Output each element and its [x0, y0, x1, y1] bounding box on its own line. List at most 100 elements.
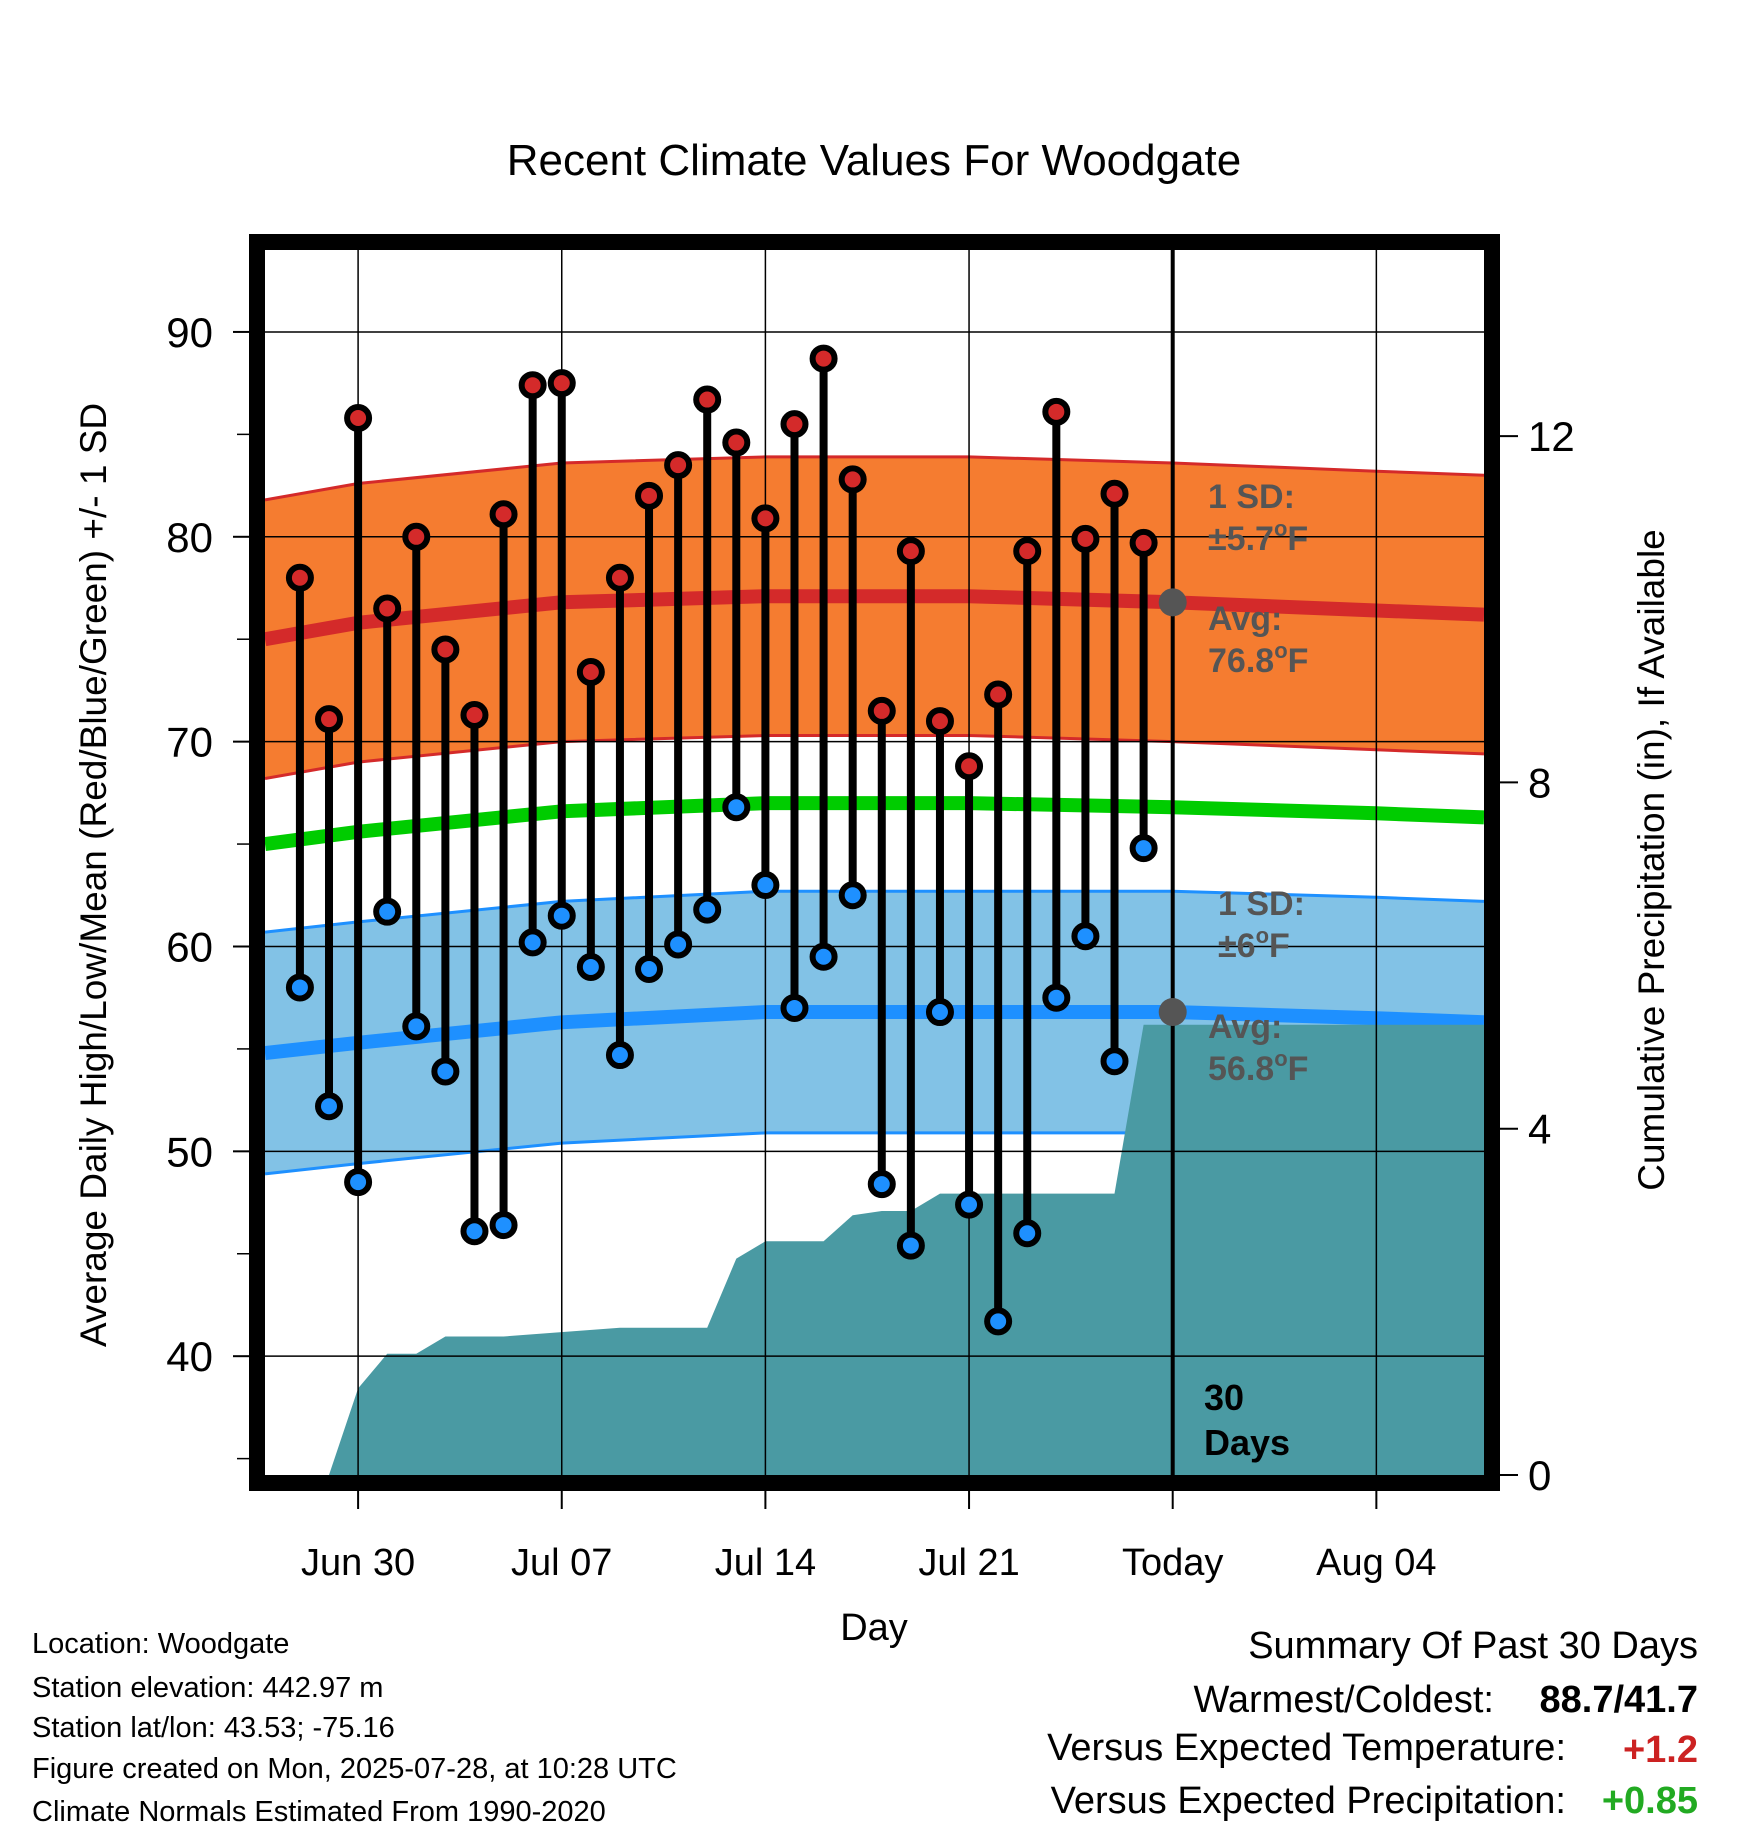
daily-low-dot: [285, 973, 314, 1002]
y-tick-label: 50: [166, 1128, 213, 1175]
summary-warm-cold-value: 88.7/41.7: [1540, 1679, 1698, 1721]
daily-high-dot: [722, 428, 751, 457]
daily-high-dot: [751, 504, 780, 533]
daily-low-dot: [576, 952, 605, 981]
daily-low-dot: [925, 998, 954, 1027]
x-tick-label: Jun 30: [301, 1542, 415, 1584]
daily-low-dot: [489, 1211, 518, 1240]
y2-axis-label: Cumulative Precipitation (in), If Availa…: [1631, 529, 1672, 1191]
daily-high-dot: [1071, 524, 1100, 553]
daily-high-dot: [431, 635, 460, 664]
daily-low-dot: [315, 1092, 344, 1121]
daily-high-dot: [896, 537, 925, 566]
daily-low-dot: [664, 930, 693, 959]
daily-high-dot: [315, 705, 344, 734]
y-tick-label: 40: [166, 1333, 213, 1380]
x-tick-label: Jul 14: [715, 1542, 816, 1584]
daily-high-dot: [780, 410, 809, 439]
daily-low-dot: [547, 901, 576, 930]
summary-temp-label: Versus Expected Temperature:: [1047, 1727, 1566, 1769]
daily-high-dot: [460, 701, 489, 730]
high-avg-value: 76.8oF: [1208, 638, 1308, 680]
summary-warm-cold-label: Warmest/Coldest:: [1193, 1679, 1494, 1721]
high-sd-title: 1 SD:: [1208, 478, 1295, 516]
grid: [265, 250, 1484, 1475]
daily-high-dot: [402, 522, 431, 551]
daily-high-dot: [1013, 537, 1042, 566]
daily-low-dot: [896, 1231, 925, 1260]
footer-created: Figure created on Mon, 2025-07-28, at 10…: [32, 1753, 677, 1785]
y-tick-label: 70: [166, 719, 213, 766]
period-number: 30: [1204, 1377, 1244, 1418]
daily-high-dot: [664, 451, 693, 480]
x-tick-label: Jul 21: [918, 1542, 1019, 1584]
daily-low-dot: [1071, 922, 1100, 951]
y-tick-label: 60: [166, 923, 213, 970]
daily-low-dot: [518, 928, 547, 957]
daily-low-dot: [635, 955, 664, 984]
daily-high-dot: [809, 344, 838, 373]
daily-high-dot: [518, 371, 547, 400]
low-avg-value: 56.8oF: [1208, 1046, 1308, 1088]
period-unit: Days: [1204, 1422, 1290, 1463]
daily-low-dot: [1042, 983, 1071, 1012]
daily-high-dot: [984, 680, 1013, 709]
daily-high-dot: [1100, 479, 1129, 508]
daily-low-dot: [373, 897, 402, 926]
daily-low-dot: [867, 1170, 896, 1199]
daily-low-dot: [1100, 1047, 1129, 1076]
daily-low-dot: [955, 1190, 984, 1219]
footer-location: Location: Woodgate: [32, 1628, 289, 1660]
daily-high-dot: [344, 403, 373, 432]
high-avg-title: Avg:: [1208, 600, 1282, 638]
daily-low-dot: [780, 993, 809, 1022]
summary-temp-value: +1.2: [1623, 1729, 1698, 1771]
daily-low-dot: [402, 1012, 431, 1041]
y-tick-label: 80: [166, 514, 213, 561]
summary-title: Summary Of Past 30 Days: [1248, 1625, 1698, 1667]
daily-high-dot: [693, 385, 722, 414]
high-avg-today-dot: [1158, 588, 1187, 617]
footer-latlon: Station lat/lon: 43.53; -75.16: [32, 1712, 395, 1744]
high-band-upper-edge: [265, 455, 1484, 502]
daily-high-dot: [547, 369, 576, 398]
daily-high-dot: [635, 481, 664, 510]
plot-frame: [249, 234, 1500, 1491]
low-sd-title: 1 SD:: [1218, 885, 1305, 923]
x-axis-label: Day: [840, 1607, 908, 1649]
daily-high-dot: [955, 752, 984, 781]
mean-avg-line: [265, 796, 1484, 852]
daily-low-dot: [693, 895, 722, 924]
daily-high-dot: [925, 707, 954, 736]
summary-precip-label: Versus Expected Precipitation:: [1051, 1780, 1566, 1822]
x-tick-label: Today: [1122, 1542, 1223, 1584]
daily-low-dot: [431, 1057, 460, 1086]
daily-high-dot: [373, 594, 402, 623]
daily-low-dot: [984, 1307, 1013, 1336]
low-avg-title: Avg:: [1208, 1008, 1282, 1046]
low-sd-value: ±6oF: [1218, 923, 1290, 965]
axes: 40 50 60 70 80 90 0 4 8 12 Jun 30 Jul 07 Jul 14 Jul 2…: [166, 234, 1575, 1584]
daily-low-dot: [722, 793, 751, 822]
x-tick-label: Aug 04: [1316, 1542, 1436, 1584]
daily-low-dot: [751, 871, 780, 900]
high-sd-value: ±5.7oF: [1208, 516, 1308, 558]
footer-elevation: Station elevation: 442.97 m: [32, 1672, 383, 1704]
daily-low-dot: [605, 1041, 634, 1070]
footer-normals: Climate Normals Estimated From 1990-2020: [32, 1796, 606, 1828]
daily-low-dot: [1129, 834, 1158, 863]
y2-tick-label: 12: [1528, 413, 1575, 460]
daily-high-dot: [838, 465, 867, 494]
y2-tick-label: 0: [1528, 1452, 1551, 1499]
x-tick-label: Jul 07: [511, 1542, 612, 1584]
daily-high-dot: [867, 696, 896, 725]
daily-high-dot: [1042, 397, 1071, 426]
daily-high-dot: [489, 500, 518, 529]
y2-tick-label: 4: [1528, 1106, 1551, 1153]
chart-title: Recent Climate Values For Woodgate: [507, 136, 1242, 185]
chart-marks: [285, 344, 1187, 1336]
daily-low-dot: [344, 1168, 373, 1197]
daily-high-dot: [285, 563, 314, 592]
daily-low-dot: [838, 881, 867, 910]
low-avg-line: [265, 1005, 1484, 1060]
